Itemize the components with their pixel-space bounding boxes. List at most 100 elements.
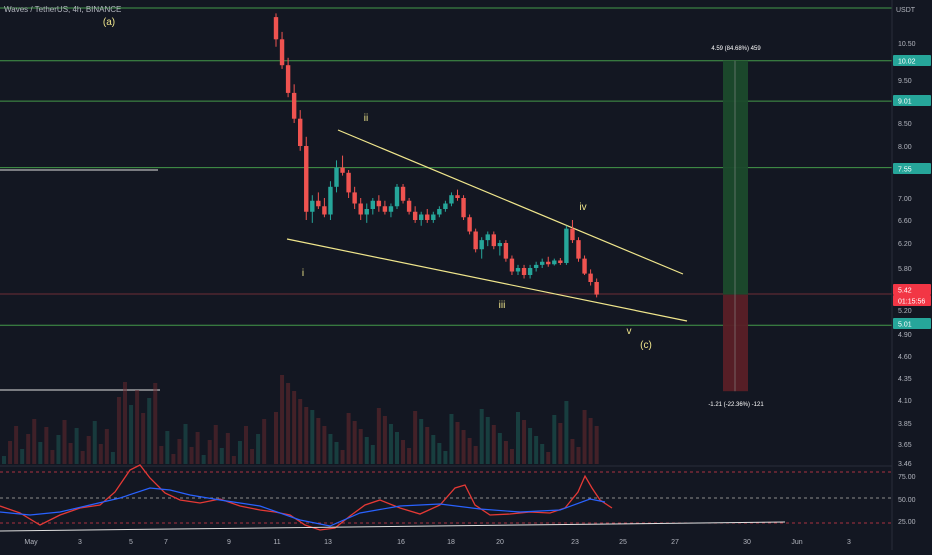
volume-bar bbox=[413, 411, 418, 464]
candle-body bbox=[358, 203, 363, 215]
price-tick: 7.00 bbox=[898, 196, 912, 203]
volume-bar bbox=[274, 412, 278, 464]
volume-bar bbox=[183, 424, 188, 464]
candle-body bbox=[594, 282, 599, 295]
candle-body bbox=[564, 228, 569, 263]
candle-body bbox=[467, 217, 472, 232]
candle-body bbox=[334, 167, 339, 187]
price-tag-label: 5.42 bbox=[898, 288, 912, 295]
volume-bar bbox=[80, 451, 85, 464]
candle-body bbox=[479, 240, 484, 250]
volume-bar bbox=[286, 383, 291, 464]
time-tick: 27 bbox=[671, 539, 679, 546]
volume-bar bbox=[116, 397, 121, 464]
volume-bar bbox=[38, 442, 43, 464]
candle-body bbox=[394, 186, 400, 207]
candle-body bbox=[412, 211, 418, 220]
candle-body bbox=[588, 273, 593, 282]
volume-bar bbox=[237, 441, 242, 464]
price-tick: 5.80 bbox=[898, 266, 912, 273]
price-tick: 3.65 bbox=[898, 442, 912, 449]
time-tick: 16 bbox=[397, 539, 405, 546]
candle-body bbox=[370, 200, 375, 209]
lower-wedge-line bbox=[286, 238, 688, 322]
volume-bar bbox=[201, 455, 206, 464]
volume-bar bbox=[147, 398, 152, 464]
candle-body bbox=[576, 240, 581, 259]
price-tick: 3.85 bbox=[898, 421, 912, 428]
price-tick: 6.20 bbox=[898, 241, 912, 248]
time-tick: Jun bbox=[791, 539, 802, 546]
volume-bar bbox=[461, 430, 466, 464]
volume-bar bbox=[135, 390, 140, 464]
rsi-line bbox=[0, 464, 613, 531]
volume-bar bbox=[110, 452, 115, 464]
wave-label: (c) bbox=[640, 340, 652, 351]
time-tick: 20 bbox=[496, 539, 504, 546]
volume-bar bbox=[153, 383, 158, 464]
volume-bar bbox=[171, 454, 176, 464]
volume-bar bbox=[44, 427, 49, 464]
volume-bar bbox=[123, 382, 127, 464]
volume-bar bbox=[382, 416, 387, 464]
volume-bar bbox=[376, 408, 381, 464]
price-tag bbox=[893, 284, 931, 295]
volume-bar bbox=[32, 419, 37, 464]
price-tick: 6.60 bbox=[898, 218, 912, 225]
price-tag bbox=[893, 163, 931, 174]
candle-body bbox=[558, 260, 563, 263]
price-tag bbox=[893, 55, 931, 66]
volume-bar bbox=[358, 429, 363, 464]
candle-body bbox=[509, 258, 515, 272]
candle-body bbox=[546, 261, 551, 265]
rsi-ma-line bbox=[0, 487, 606, 527]
volume-bar bbox=[528, 428, 533, 464]
volume-bar bbox=[98, 444, 103, 464]
time-tick: 11 bbox=[273, 539, 280, 546]
wave-label: ii bbox=[364, 113, 368, 124]
price-tick: 5.20 bbox=[898, 308, 912, 315]
volume-bar bbox=[497, 433, 502, 464]
volume-bar bbox=[8, 441, 13, 464]
volume-bar bbox=[370, 445, 375, 464]
symbol-title: Waves / TetherUS, 4h, BINANCE bbox=[4, 5, 121, 14]
candle-body bbox=[376, 200, 382, 207]
volume-bar bbox=[437, 443, 442, 464]
price-tag-label: 10.02 bbox=[898, 59, 916, 66]
time-tick: 13 bbox=[324, 539, 332, 546]
volume-bar bbox=[14, 426, 19, 464]
candle-body bbox=[485, 234, 490, 241]
volume-bar bbox=[316, 418, 321, 464]
volume-bar bbox=[104, 429, 109, 464]
wave-label: i bbox=[302, 268, 304, 279]
volume-bar bbox=[56, 435, 61, 464]
time-tick: 30 bbox=[743, 539, 751, 546]
candle-body bbox=[382, 206, 388, 212]
volume-bar bbox=[262, 419, 267, 464]
volume-bar bbox=[388, 424, 393, 464]
candle-body bbox=[328, 186, 333, 215]
volume-bar bbox=[207, 440, 212, 464]
volume-bar bbox=[256, 434, 261, 464]
volume-bar bbox=[576, 447, 581, 464]
price-tick: 9.50 bbox=[898, 78, 912, 85]
candle-body bbox=[533, 264, 539, 268]
volume-bar bbox=[328, 434, 333, 464]
price-tag bbox=[893, 95, 931, 106]
candle-body bbox=[406, 200, 412, 212]
volume-bar bbox=[250, 449, 255, 464]
candle-body bbox=[279, 39, 285, 66]
volume-bar bbox=[395, 432, 399, 464]
volume-bar bbox=[189, 447, 194, 464]
currency-label: USDT bbox=[896, 7, 916, 14]
candle-body bbox=[491, 234, 496, 247]
volume-bar bbox=[425, 427, 430, 464]
candle-body bbox=[400, 186, 406, 201]
wave-label: (a) bbox=[103, 17, 115, 28]
volume-bar bbox=[419, 419, 424, 464]
price-tick: 4.60 bbox=[898, 354, 912, 361]
volume-bar bbox=[503, 441, 508, 464]
volume-bar bbox=[86, 436, 91, 464]
rsi-trendline bbox=[0, 521, 786, 532]
